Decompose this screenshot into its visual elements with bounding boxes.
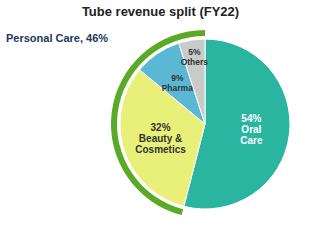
value-label: 9% (171, 73, 184, 83)
value-label: 5% (188, 47, 201, 57)
slice-label: 54%OralCare (240, 113, 263, 146)
category-label: OralCare (240, 124, 263, 146)
slice-label: 5%Others (181, 47, 209, 67)
slice-label: 32%Beauty &Cosmetics (135, 122, 186, 155)
pie: 54%OralCare 32%Beauty &Cosmetics 9%Pharma 5… (111, 30, 290, 215)
category-label: Others (181, 57, 209, 67)
title: Tube revenue split (FY22) (82, 4, 239, 19)
value-label: 54% (241, 113, 261, 124)
category-label-line: Cosmetics (135, 144, 186, 155)
category-label-line: Pharma (162, 83, 193, 93)
value-label: 32% (151, 122, 171, 133)
category-label-line: Oral (241, 124, 261, 135)
category-label-line: Care (240, 135, 263, 146)
slice (120, 70, 205, 207)
annotation: Personal Care, 46% (6, 32, 108, 44)
category-label-line: Others (181, 57, 209, 67)
category-label: Pharma (162, 83, 193, 93)
category-label-line: Beauty & (139, 133, 182, 144)
category-label: Beauty &Cosmetics (135, 133, 186, 155)
slice-label: 9%Pharma (162, 73, 193, 93)
chart: Tube revenue split (FY22) 54%OralCare 32%B… (0, 0, 321, 231)
